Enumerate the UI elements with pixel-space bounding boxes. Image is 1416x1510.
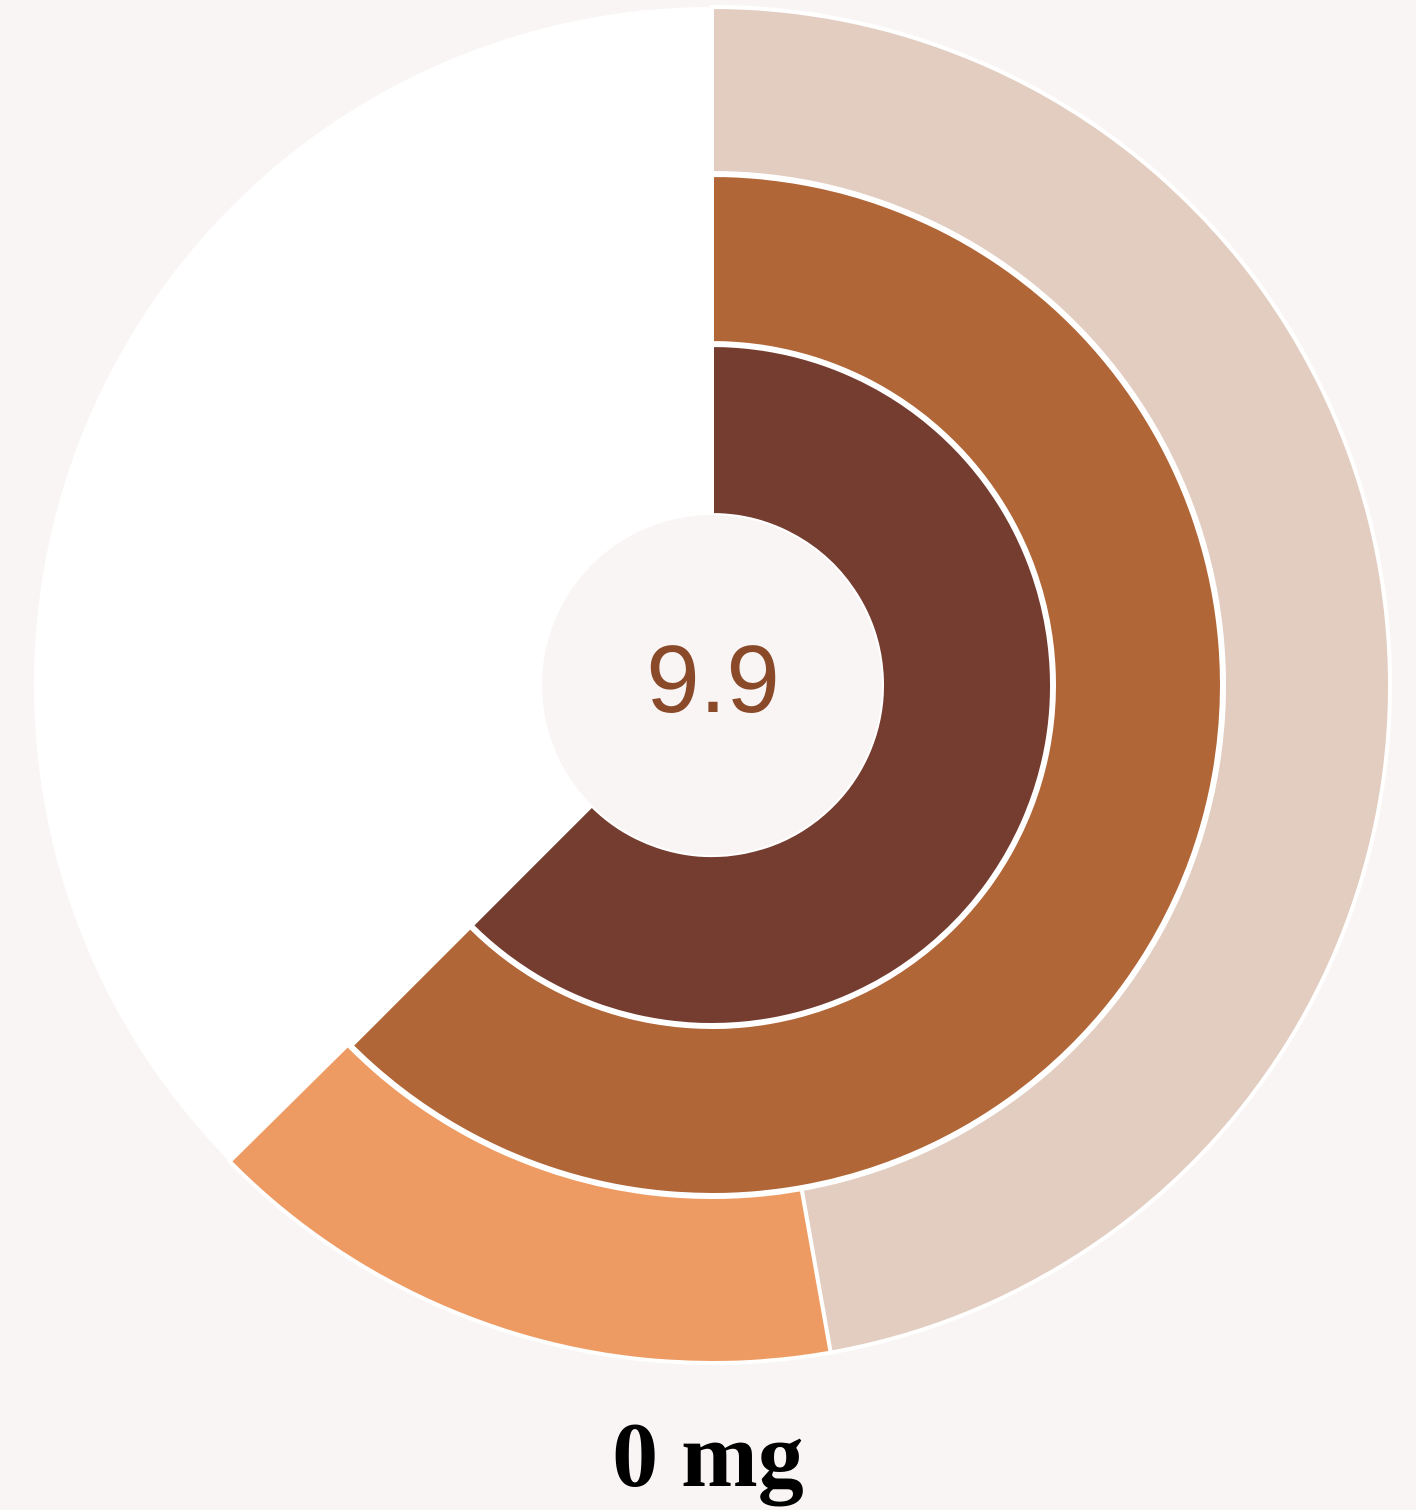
dose-caption: 0 mg xyxy=(612,1404,804,1506)
center-hole xyxy=(542,515,882,855)
radial-chart xyxy=(34,4,1392,1365)
center-value-label: 9.9 xyxy=(646,626,780,733)
outer-ring-segment-1 xyxy=(710,4,1392,1355)
